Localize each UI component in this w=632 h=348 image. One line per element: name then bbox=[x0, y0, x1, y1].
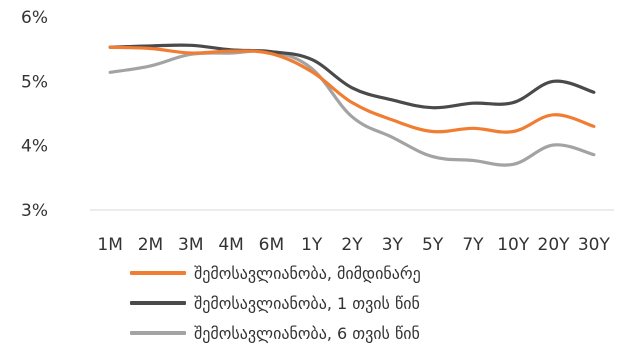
x-tick-label: 4M bbox=[218, 235, 243, 255]
legend-swatch-1-month-ago bbox=[130, 301, 186, 305]
series-line-6-months-ago bbox=[108, 49, 596, 167]
legend-swatch-current bbox=[130, 271, 186, 275]
legend-item-6-months-ago: შემოსავლიანობა, 6 თვის წინ bbox=[130, 318, 421, 348]
y-tick-label: 5% bbox=[21, 72, 48, 92]
series-line-current bbox=[108, 45, 596, 134]
legend-label-6-months-ago: შემოსავლიანობა, 6 თვის წინ bbox=[194, 323, 420, 343]
legend: შემოსავლიანობა, მიმდინარე შემოსავლიანობა… bbox=[130, 258, 421, 348]
x-tick-label: 2M bbox=[138, 235, 163, 255]
x-tick-label: 3Y bbox=[382, 235, 404, 255]
x-tick-label: 20Y bbox=[538, 235, 571, 255]
x-tick-label: 1M bbox=[97, 235, 122, 255]
x-tick-label: 7Y bbox=[462, 235, 484, 255]
legend-item-1-month-ago: შემოსავლიანობა, 1 თვის წინ bbox=[130, 288, 421, 318]
x-axis-ticks: 1M 2M 3M 4M 6M 1Y 2Y 3Y 5Y 7Y 10Y 20Y 30Y bbox=[97, 235, 610, 255]
y-tick-label: 3% bbox=[21, 201, 48, 221]
x-tick-label: 6M bbox=[259, 235, 284, 255]
x-tick-label: 10Y bbox=[497, 235, 530, 255]
x-tick-label: 2Y bbox=[341, 235, 363, 255]
yield-curve-chart: 3% 4% 5% 6% 1M 2M 3M 4M 6M 1Y 2Y 3Y 5Y 7Y 10Y 20Y 30Y bbox=[21, 8, 614, 255]
y-axis-ticks: 3% 4% 5% 6% bbox=[21, 8, 48, 221]
legend-swatch-6-months-ago bbox=[130, 331, 186, 335]
legend-label-current: შემოსავლიანობა, მიმდინარე bbox=[194, 263, 421, 283]
legend-item-current: შემოსავლიანობა, მიმდინარე bbox=[130, 258, 421, 288]
y-tick-label: 4% bbox=[21, 137, 48, 157]
x-tick-label: 1Y bbox=[301, 235, 323, 255]
legend-label-1-month-ago: შემოსავლიანობა, 1 თვის წინ bbox=[194, 293, 420, 313]
x-tick-label: 3M bbox=[178, 235, 203, 255]
x-tick-label: 30Y bbox=[578, 235, 611, 255]
y-tick-label: 6% bbox=[21, 8, 48, 28]
series-line-1-month-ago bbox=[108, 43, 596, 110]
x-tick-label: 5Y bbox=[422, 235, 444, 255]
series-lines bbox=[108, 43, 596, 167]
